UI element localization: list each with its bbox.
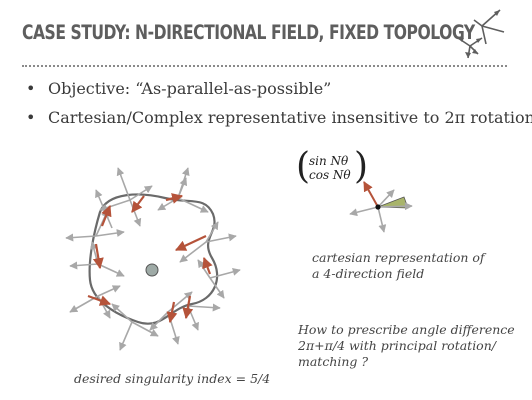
formula-cos: cos Nθ [309,168,351,182]
cross-field-icon [457,9,505,59]
four-direction-diagram [349,181,413,233]
caption-question: How to prescribe angle difference 2π+π/4… [298,322,515,370]
slide-title: CASE STUDY: N-DIRECTIONAL FIELD, FIXED T… [22,21,475,44]
caption-line: matching ? [298,354,369,369]
caption-line: cartesian representation of [312,250,485,265]
formula-sin: sin Nθ [309,154,349,168]
right-paren: ) [354,146,369,187]
caption-singularity: desired singularity index = 5/4 [74,371,271,386]
singularity-point [145,263,159,277]
caption-line: How to prescribe angle difference [298,322,515,337]
caption-cartesian: cartesian representation of a 4-directio… [312,250,485,282]
caption-line: a 4-direction field [312,266,425,281]
bullet-dot: • [26,108,36,127]
divider [22,65,507,67]
bullet-text: Cartesian/Complex representative insensi… [48,108,532,127]
bullet-text: Objective: “As-parallel-as-possible” [48,79,332,98]
bullet-representative: • Cartesian/Complex representative insens… [26,108,532,127]
caption-line: 2π+π/4 with principal rotation/ [298,338,496,353]
left-paren: ( [296,146,311,187]
bullet-objective: • Objective: “As-parallel-as-possible” [26,79,331,98]
bullet-dot: • [26,79,36,98]
red-arrows [87,193,213,324]
